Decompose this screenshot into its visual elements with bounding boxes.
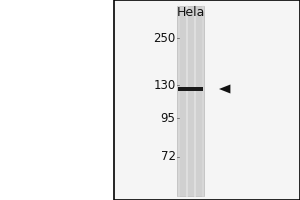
Bar bbox=[178, 87, 203, 91]
Text: 250: 250 bbox=[153, 31, 176, 45]
Text: 95: 95 bbox=[160, 112, 175, 124]
Bar bbox=[114, 0, 300, 200]
Text: 72: 72 bbox=[160, 150, 175, 164]
Bar bbox=[177, 6, 204, 196]
Polygon shape bbox=[219, 84, 230, 93]
Text: 130: 130 bbox=[153, 79, 176, 92]
Text: Hela: Hela bbox=[176, 6, 205, 20]
